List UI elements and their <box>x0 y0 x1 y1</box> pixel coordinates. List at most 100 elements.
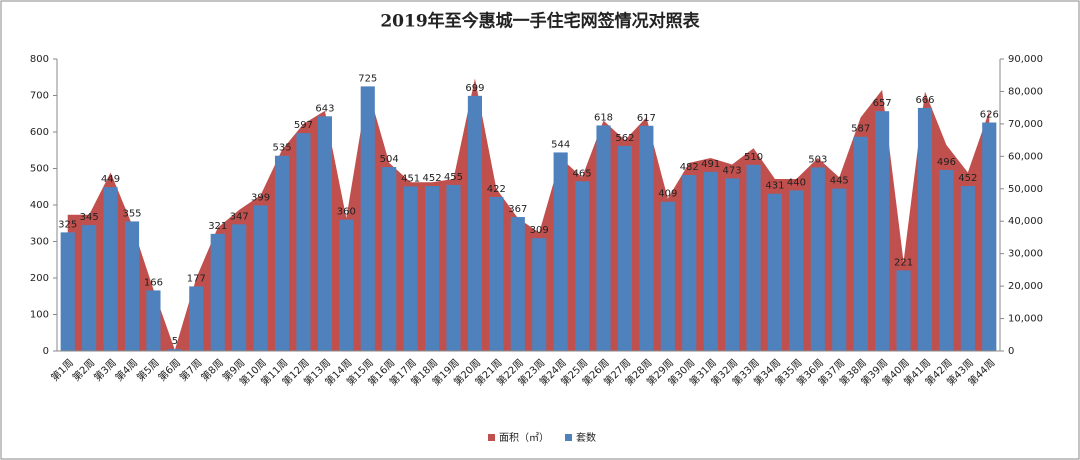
y2-tick-label: 20,000 <box>1008 281 1043 292</box>
bar <box>832 188 847 351</box>
y2-tick-label: 70,000 <box>1008 119 1043 130</box>
data-label: 587 <box>851 124 870 135</box>
data-label: 455 <box>444 172 463 183</box>
bar <box>939 169 954 351</box>
data-label: 345 <box>80 212 99 223</box>
data-label: 325 <box>58 219 77 230</box>
bar <box>210 233 225 351</box>
data-label: 409 <box>658 189 677 200</box>
data-label: 597 <box>294 120 313 131</box>
y-tick-label: 400 <box>30 200 49 211</box>
data-label: 399 <box>251 192 270 203</box>
data-label: 544 <box>551 139 570 150</box>
y2-tick-label: 50,000 <box>1008 184 1043 195</box>
y-tick-label: 0 <box>43 346 49 357</box>
data-label: 503 <box>808 154 827 165</box>
y2-tick-label: 10,000 <box>1008 314 1043 325</box>
data-label: 360 <box>337 207 356 218</box>
y2-tick-label: 0 <box>1008 346 1014 357</box>
bar <box>553 152 568 351</box>
bar <box>510 217 525 351</box>
bar <box>446 184 461 351</box>
data-label: 5 <box>172 336 178 347</box>
y-tick-label: 800 <box>30 54 49 65</box>
data-label: 445 <box>830 176 849 187</box>
bar <box>810 167 825 351</box>
data-label: 355 <box>122 208 141 219</box>
data-label: 431 <box>765 181 784 192</box>
bar <box>360 86 375 351</box>
bar <box>424 186 440 351</box>
bar <box>382 167 397 351</box>
data-label: 496 <box>937 157 956 168</box>
data-label: 449 <box>101 174 120 185</box>
bar <box>103 187 118 351</box>
bar <box>296 133 311 351</box>
data-label: 177 <box>187 273 206 284</box>
data-label: 510 <box>744 152 763 163</box>
bar <box>146 290 161 351</box>
data-label: 666 <box>915 95 934 106</box>
data-label: 221 <box>894 257 913 268</box>
bar <box>875 111 890 351</box>
data-label: 465 <box>573 168 592 179</box>
data-label: 504 <box>380 154 399 165</box>
data-label: 657 <box>873 98 892 109</box>
data-label: 451 <box>401 173 420 184</box>
y2-tick-label: 90,000 <box>1008 54 1043 65</box>
bar <box>960 186 975 351</box>
data-label: 643 <box>315 103 334 114</box>
bar <box>124 221 140 351</box>
y-tick-label: 300 <box>30 237 49 248</box>
y2-tick-label: 30,000 <box>1008 249 1043 260</box>
legend-label: 面积（㎡） <box>499 432 549 444</box>
data-label: 562 <box>615 133 634 144</box>
data-label: 321 <box>208 221 227 232</box>
bar <box>853 136 868 351</box>
data-label: 482 <box>680 162 699 173</box>
data-label: 617 <box>637 113 656 124</box>
data-label: 309 <box>530 225 549 236</box>
data-label: 367 <box>508 204 527 215</box>
y2-tick-label: 40,000 <box>1008 216 1043 227</box>
bar <box>982 122 997 351</box>
bar <box>617 145 633 351</box>
bar <box>575 181 590 351</box>
y-tick-label: 700 <box>30 91 49 102</box>
data-label: 618 <box>594 112 613 123</box>
bar <box>917 107 933 351</box>
bar <box>189 286 204 351</box>
bar <box>274 155 290 351</box>
bar <box>703 171 718 351</box>
y-tick-label: 500 <box>30 164 49 175</box>
data-label: 491 <box>701 159 720 170</box>
data-label: 166 <box>144 277 163 288</box>
bar <box>82 225 97 351</box>
bar <box>746 164 761 351</box>
bar <box>789 190 804 351</box>
bar <box>682 175 697 351</box>
data-label: 473 <box>723 165 742 176</box>
bar <box>660 201 675 351</box>
data-label: 422 <box>487 184 506 195</box>
data-label: 440 <box>787 177 806 188</box>
bar <box>467 95 482 352</box>
bar <box>317 116 332 352</box>
bar <box>489 196 504 351</box>
bar <box>725 178 740 351</box>
bar <box>639 125 654 351</box>
data-label: 347 <box>230 211 249 222</box>
legend-swatch <box>565 434 572 441</box>
bar <box>253 205 268 351</box>
bar <box>596 125 611 352</box>
y2-tick-label: 60,000 <box>1008 151 1043 162</box>
y-tick-label: 200 <box>30 273 49 284</box>
bar <box>60 232 75 351</box>
bar <box>532 238 547 351</box>
data-label: 699 <box>465 83 484 94</box>
data-label: 725 <box>358 73 377 84</box>
bar <box>767 193 783 351</box>
bar <box>403 186 418 351</box>
bar <box>896 270 911 351</box>
